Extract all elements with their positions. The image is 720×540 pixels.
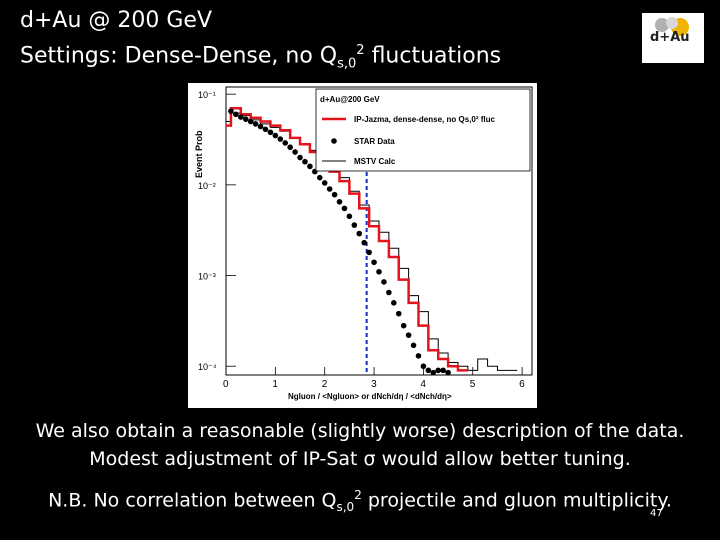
star-data-point [252,121,259,127]
star-data-point [361,239,367,246]
caption-line-3: N.B. No correlation between Qs,02 projec… [0,488,720,514]
legend-label-2: MSTV Calc [354,157,396,166]
star-data-point [302,158,308,165]
title-line-2-prefix: Settings: Dense-Dense, no Q [20,43,338,69]
star-data-point [371,259,377,266]
legend-box [315,88,531,172]
x-tick-label: 2 [322,379,328,390]
legend-swatch-dot [331,138,337,144]
star-data-point [277,136,284,142]
title-line-2-suffix: fluctuations [364,43,502,69]
star-data-point [307,163,313,170]
x-tick-label: 4 [420,379,426,390]
star-data-point [336,199,343,205]
star-data-point [346,213,353,220]
star-data-point [440,367,446,374]
slide-title: d+Au @ 200 GeV Settings: Dense-Dense, no… [20,6,501,80]
star-data-point [247,118,254,125]
star-data-point [321,180,328,186]
y-tick-label: 10⁻² [198,181,216,191]
star-data-point [267,129,274,136]
panel-label: d+Au@200 GeV [320,95,380,104]
star-data-point [292,149,298,155]
caption-line-2: Modest adjustment of IP-Sat σ would allo… [89,448,631,470]
y-tick-label: 10⁻³ [198,272,216,282]
star-data-point [233,111,239,118]
title-line-2-sub: s,0 [337,56,357,72]
star-data-point [425,367,432,374]
x-tick-label: 6 [519,379,525,390]
star-data-point [316,174,323,181]
star-data-point [435,367,442,374]
y-tick-label: 10⁻⁴ [198,362,217,372]
star-data-point [228,108,234,114]
star-data-point [400,322,407,329]
caption-line-3-sup: 2 [354,488,362,502]
star-data-point [391,300,397,306]
page-number: 47 [650,508,663,519]
star-data-point [386,289,392,296]
star-data-point [287,144,293,151]
star-data-point [297,154,303,161]
y-axis-label: Event Prob [194,130,204,178]
star-data-point [405,332,412,338]
star-data-point [238,114,244,120]
caption-line-3-sub: s,0 [336,500,355,515]
x-axis-label: Ngluon / <Ngluon> or dNch/dη / <dNch/dη> [288,392,452,401]
x-tick-label: 0 [223,379,229,390]
title-line-2: Settings: Dense-Dense, no Qs,02 fluctuat… [20,36,501,80]
y-tick-label: 10⁻¹ [198,90,216,100]
star-data-point [356,230,363,237]
star-data-point [395,310,402,317]
star-data-point [262,126,269,133]
star-data-point [376,268,382,275]
star-data-point [445,369,451,376]
chart-svg: 0 1 2 3 4 5 6 10⁻¹ 10⁻² 10⁻³ 10⁻⁴ d+Au@200 GeV IP-… [194,86,533,401]
star-data-point [420,363,427,370]
dau-logo: d+Au [642,13,704,63]
star-data-point [331,191,338,198]
logo-spheres-icon [655,17,689,36]
caption-line-3-prefix: N.B. No correlation between Q [48,489,337,512]
logo-label: d+Au [650,30,690,45]
chart-panel: 0 1 2 3 4 5 6 10⁻¹ 10⁻² 10⁻³ 10⁻⁴ d+Au@200 GeV IP-… [188,83,537,408]
star-data-point [326,186,333,192]
legend-label-1: STAR Data [354,137,395,146]
star-data-point [257,123,264,130]
star-data-point [366,249,372,256]
caption-line-3-suffix: projectile and gluon multiplicity. [361,489,672,512]
legend-label-0: IP-Jazma, dense-dense, no Qs,0² fluc [354,115,495,124]
series-ip-jazma [226,106,468,372]
title-line-1: d+Au @ 200 GeV [20,8,212,33]
star-data-point [242,116,249,122]
star-data-point [415,353,422,359]
x-tick-label: 1 [272,379,278,390]
star-data-point [430,369,437,376]
star-data-point [282,140,289,146]
star-data-point [341,205,348,212]
title-line-2-sup: 2 [356,43,365,58]
x-tick-label: 5 [470,379,476,390]
star-data-point [351,222,358,228]
x-tick-label: 3 [371,379,377,390]
caption-line-1: We also obtain a reasonable (slightly wo… [35,420,685,442]
star-data-point [272,132,279,139]
star-data-point [410,342,417,349]
star-data-point [381,279,387,285]
